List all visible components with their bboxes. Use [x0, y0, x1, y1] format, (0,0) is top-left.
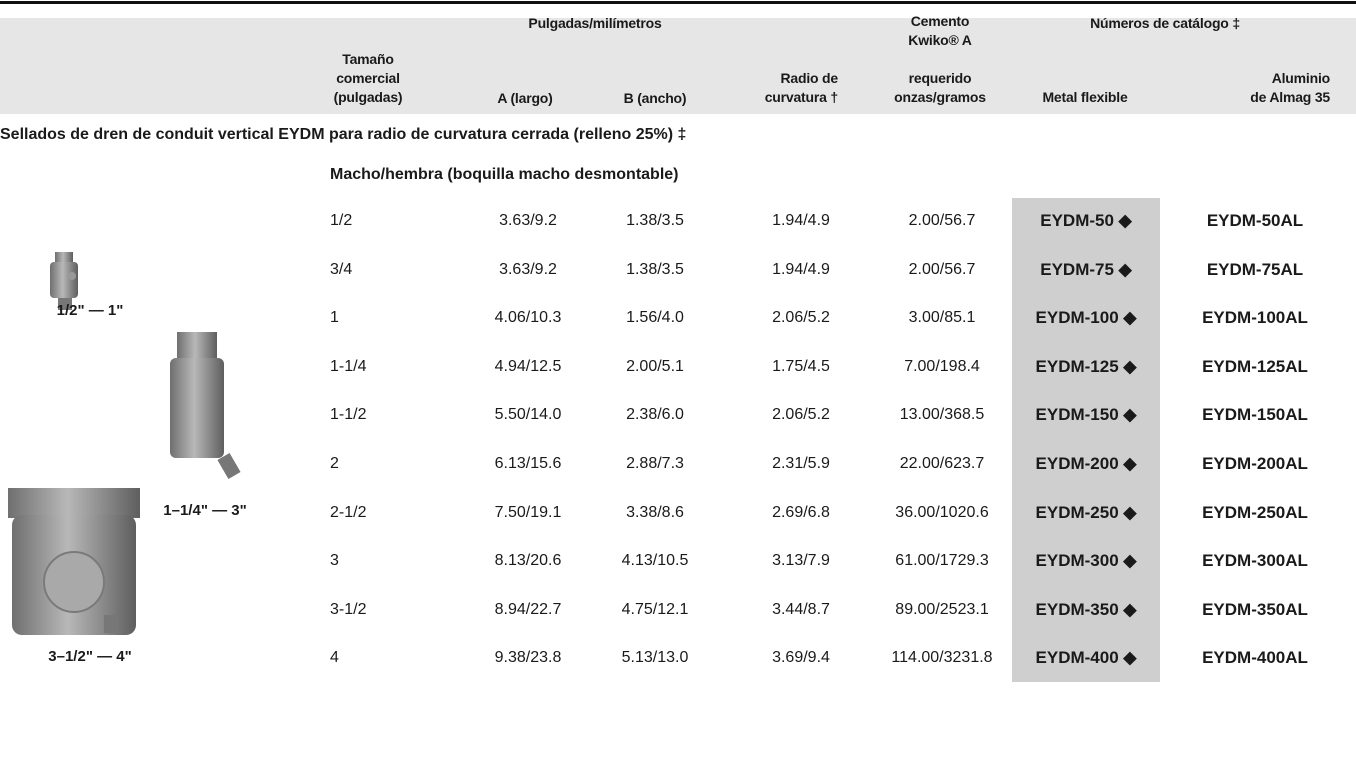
header-text: (pulgadas) — [333, 89, 403, 105]
table-cell: 2.88/7.3 — [626, 455, 684, 472]
table-cell: 2.06/5.2 — [772, 309, 830, 327]
table-cell: 61.00/1729.3 — [895, 552, 989, 570]
table-cell: 7.00/198.4 — [904, 357, 980, 375]
catalog-number: EYDM-250 ◆ — [1035, 502, 1137, 522]
catalog-number: EYDM-150 ◆ — [1035, 405, 1137, 425]
header-text: Números de catálogo ‡ — [1090, 15, 1240, 31]
table-cell: 1.75/4.5 — [772, 357, 830, 375]
table-cell: 2 — [330, 455, 339, 472]
table-cell: 114.00/3231.8 — [891, 649, 993, 667]
header-text: requerido — [908, 70, 972, 86]
table-cell: 1-1/4 — [330, 357, 367, 375]
table-cell: 7.50/19.1 — [494, 503, 562, 521]
image-label: 1–1/4" — 3" — [163, 502, 247, 519]
catalog-number: EYDM-125 ◆ — [1035, 356, 1137, 376]
table-cell: 13.00/368.5 — [899, 406, 985, 424]
header-text: A (largo) — [497, 90, 553, 106]
catalog-number: EYDM-50 ◆ — [1040, 211, 1132, 230]
table-cell: 2.31/5.9 — [772, 455, 830, 472]
table-cell: 2-1/2 — [330, 503, 367, 521]
catalog-number: EYDM-200 ◆ — [1035, 454, 1137, 473]
header-text: Metal flexible — [1042, 89, 1128, 105]
header-text: Kwiko® A — [908, 32, 972, 48]
table-cell: 1.56/4.0 — [626, 309, 684, 327]
table-cell: 2.06/5.2 — [772, 406, 830, 424]
header-text: comercial — [336, 70, 400, 86]
table-cell: 22.00/623.7 — [899, 455, 985, 472]
catalog-number: EYDM-250AL — [1202, 502, 1308, 522]
table-cell: 3.38/8.6 — [626, 503, 684, 521]
small-fitting — [50, 252, 78, 310]
catalog-number: EYDM-300 ◆ — [1035, 551, 1137, 571]
table-cell: 1 — [330, 309, 339, 327]
header-text: curvatura † — [764, 89, 838, 105]
header-text: onzas/gramos — [894, 89, 986, 105]
table-cell: 5.50/14.0 — [494, 406, 562, 424]
table-cell: 4.06/10.3 — [494, 309, 562, 327]
catalog-number: EYDM-400AL — [1202, 648, 1308, 668]
header-text: B (ancho) — [623, 90, 687, 106]
catalog-number: EYDM-400 ◆ — [1035, 648, 1137, 668]
table-cell: 2.00/5.1 — [626, 357, 684, 375]
table-cell: 36.00/1020.6 — [895, 503, 989, 521]
image-label: 3–1/2" — 4" — [48, 648, 132, 665]
header-text: Tamaño — [342, 51, 394, 67]
image-label: 1/2" — 1" — [56, 302, 124, 319]
catalog-number: EYDM-100 ◆ — [1035, 308, 1137, 328]
table-cell: 4.75/12.1 — [621, 600, 689, 618]
table-cell: 3.63/9.2 — [499, 212, 557, 229]
table-cell: 3.63/9.2 — [499, 260, 557, 278]
large-fitting — [8, 488, 140, 635]
product-images — [8, 252, 241, 635]
catalog-number: EYDM-125AL — [1202, 356, 1308, 376]
catalog-number: EYDM-200AL — [1202, 454, 1308, 473]
table-cell: 8.13/20.6 — [494, 552, 562, 570]
header-text: Aluminio — [1271, 70, 1330, 86]
table-cell: 2.00/56.7 — [908, 260, 976, 278]
table-cell: 2.00/56.7 — [908, 212, 976, 229]
table-cell: 4.13/10.5 — [621, 552, 689, 570]
table-cell: 3.13/7.9 — [772, 552, 830, 570]
catalog-number: EYDM-350AL — [1202, 599, 1308, 619]
medium-fitting — [170, 332, 241, 480]
table-cell: 3.69/9.4 — [772, 649, 830, 667]
header-text: Pulgadas/milímetros — [528, 15, 662, 31]
table-cell: 3/4 — [330, 260, 353, 278]
table-cell: 8.94/22.7 — [494, 600, 562, 618]
table-cell: 3.44/8.7 — [772, 600, 830, 618]
section-title: Sellados de dren de conduit vertical EYD… — [0, 126, 687, 143]
table-cell: 1.38/3.5 — [626, 212, 684, 229]
header-text: Cemento — [910, 13, 970, 29]
catalog-number: EYDM-75 ◆ — [1040, 259, 1132, 279]
table-cell: 89.00/2523.1 — [895, 600, 989, 618]
header-text: de Almag 35 — [1250, 89, 1330, 105]
metal-column-band — [1012, 198, 1160, 682]
catalog-number: EYDM-350 ◆ — [1035, 599, 1137, 619]
table-cell: 1.38/3.5 — [626, 260, 684, 278]
catalog-number: EYDM-300AL — [1202, 551, 1308, 571]
table-cell: 1-1/2 — [330, 406, 367, 424]
table-cell: 9.38/23.8 — [494, 649, 562, 667]
table-cell: 1.94/4.9 — [772, 212, 830, 229]
top-rule — [0, 1, 1356, 4]
header-band — [0, 18, 1356, 114]
subsection-title: Macho/hembra (boquilla macho desmontable… — [330, 166, 679, 183]
catalog-number: EYDM-100AL — [1202, 308, 1308, 328]
table-cell: 4 — [330, 649, 339, 667]
catalog-number: EYDM-75AL — [1206, 259, 1304, 279]
table-cell: 2.69/6.8 — [772, 503, 830, 521]
header-text: Radio de — [780, 70, 838, 86]
table-cell: 3.00/85.1 — [908, 309, 976, 327]
table-cell: 3-1/2 — [330, 600, 367, 618]
table-cell: 2.38/6.0 — [626, 406, 684, 424]
catalog-number: EYDM-150AL — [1202, 405, 1308, 425]
table-cell: 5.13/13.0 — [621, 649, 689, 667]
table-cell: 6.13/15.6 — [494, 455, 562, 472]
catalog-number: EYDM-50AL — [1206, 211, 1304, 230]
table-cell: 1/2 — [330, 212, 353, 229]
table-cell: 4.94/12.5 — [494, 357, 562, 375]
table-cell: 1.94/4.9 — [772, 260, 830, 278]
table-cell: 3 — [330, 552, 339, 570]
